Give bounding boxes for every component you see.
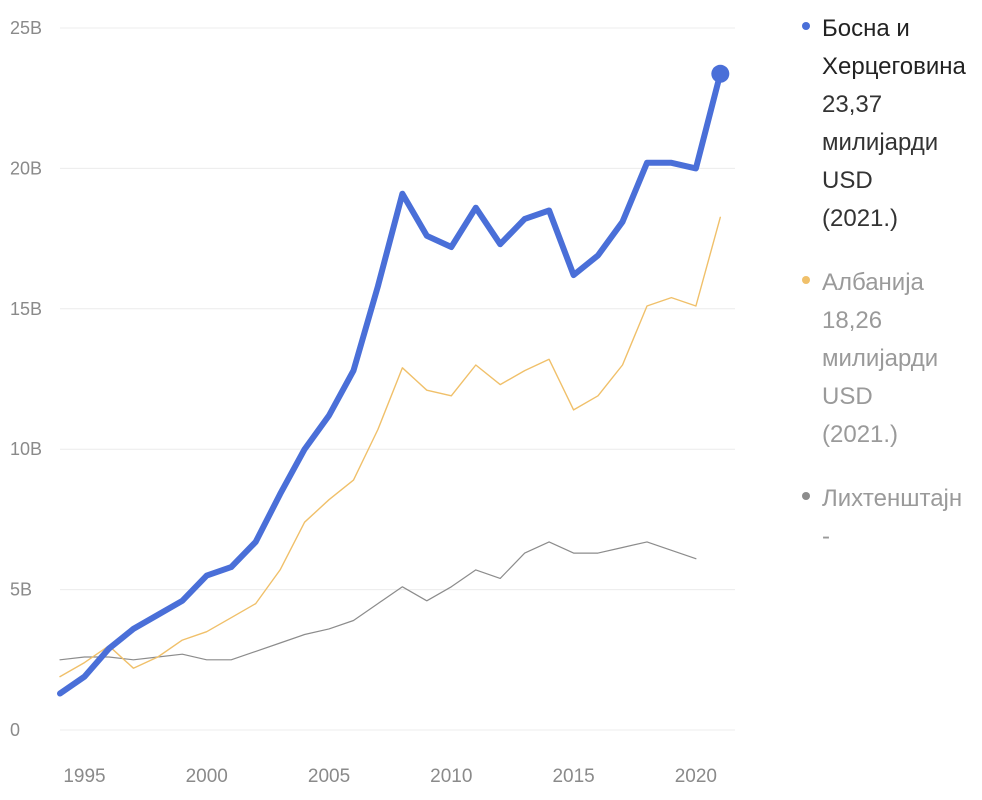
legend-value: 18,26 милијарди (822, 307, 939, 372)
legend: Босна и Херцеговина 23,37 милијарди USD … (800, 10, 982, 582)
series-lines (57, 64, 730, 697)
legend-value: - (822, 523, 830, 550)
y-tick-label: 20B (10, 158, 42, 178)
legend-item-albania[interactable]: Албанија 18,26 милијарди USD (2021.) (800, 264, 982, 454)
x-axis-ticks: 1995 2000 2005 2010 2015 2020 (63, 766, 717, 787)
series-dot-icon (802, 492, 810, 500)
x-tick-label: 2000 (186, 766, 228, 787)
x-tick-label: 2010 (430, 766, 472, 787)
legend-name: Албанија (822, 269, 924, 296)
y-tick-label: 0 (10, 720, 20, 740)
legend-value: 23,37 милијарди (822, 91, 939, 156)
endpoint-marker[interactable] (711, 64, 730, 83)
y-tick-label: 5B (10, 580, 32, 600)
x-tick-label: 2005 (308, 766, 350, 787)
legend-name: Босна и (822, 15, 910, 42)
x-tick-label: 2015 (552, 766, 594, 787)
x-tick-label: 2020 (675, 766, 717, 787)
legend-unit: USD (822, 383, 873, 410)
series-dot-icon (802, 276, 810, 284)
series-line-albania (59, 216, 721, 678)
y-tick-label: 15B (10, 299, 42, 319)
legend-name-continued: Херцеговина (822, 53, 966, 80)
x-tick-label: 1995 (63, 766, 105, 787)
y-tick-label: 10B (10, 439, 42, 459)
series-dot-icon (802, 22, 810, 30)
y-tick-label: 25B (10, 18, 42, 38)
line-chart: 0 5B 10B 15B 20B 25B 1995 2000 2005 2010 2015 2020 (10, 18, 735, 787)
series-line-bosnia (57, 70, 724, 697)
legend-unit: USD (822, 167, 873, 194)
legend-item-liechtenstein[interactable]: Лихтенштајн - (800, 480, 982, 556)
legend-name: Лихтенштајн (822, 485, 963, 512)
series-line-liechtenstein (59, 541, 697, 661)
legend-year: (2021.) (822, 421, 899, 448)
gridlines (60, 27, 735, 731)
legend-item-bosnia[interactable]: Босна и Херцеговина 23,37 милијарди USD … (800, 10, 982, 238)
legend-year: (2021.) (822, 205, 899, 232)
y-axis-ticks: 0 5B 10B 15B 20B 25B (10, 18, 42, 740)
